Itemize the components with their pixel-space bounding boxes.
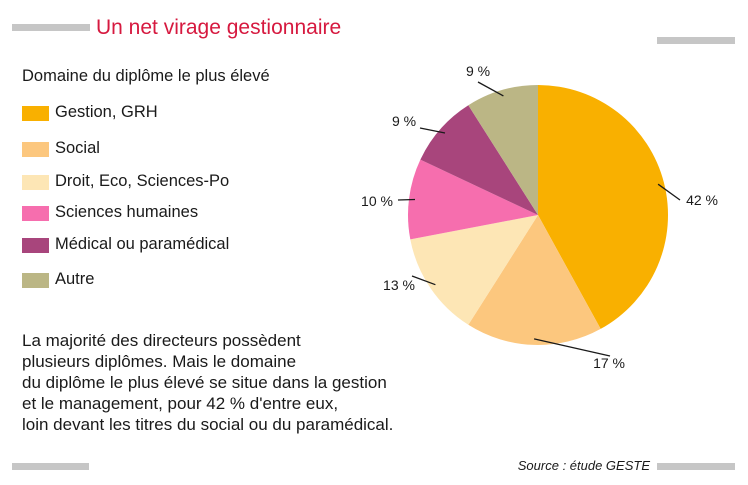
legend-label: Droit, Eco, Sciences-Po — [55, 172, 230, 190]
legend-swatch — [22, 273, 49, 288]
leader-line — [411, 275, 436, 286]
summary-paragraph: La majorité des directeurs possèdent plu… — [22, 330, 393, 435]
legend-label: Médical ou paramédical — [55, 235, 230, 253]
slice-social — [468, 215, 601, 346]
legend-title: Domaine du diplôme le plus élevé — [22, 67, 270, 85]
data-label: 17 % — [593, 355, 625, 371]
legend-label: Sciences humaines — [55, 203, 199, 221]
summary-line: du diplôme le plus élevé se situe dans l… — [22, 373, 387, 392]
legend-swatch — [22, 106, 49, 121]
slice-medical — [420, 105, 538, 215]
data-label: 10 % — [361, 193, 393, 209]
frame-rule-top-right — [657, 37, 735, 44]
legend-swatch — [22, 175, 49, 190]
data-label: 13 % — [383, 277, 415, 293]
legend-label: Gestion, GRH — [55, 103, 158, 121]
legend-swatch — [22, 206, 49, 221]
source-note: Source : étude GESTE — [517, 458, 650, 473]
slice-droit — [410, 215, 538, 325]
legend-swatch — [22, 142, 49, 157]
summary-line: La majorité des directeurs possèdent — [22, 331, 301, 350]
frame-rule-bottom-left — [12, 463, 89, 470]
leader-line — [419, 127, 446, 134]
leader-line — [657, 183, 681, 201]
leader-line — [477, 81, 504, 97]
data-label: 9 % — [466, 63, 490, 79]
data-label: 42 % — [686, 192, 718, 208]
data-label: 9 % — [392, 113, 416, 129]
legend-swatch — [22, 238, 49, 253]
legend-label: Autre — [55, 270, 95, 288]
title-rule-left — [12, 24, 90, 31]
legend-label: Social — [55, 139, 100, 157]
frame-rule-bottom-right — [657, 463, 735, 470]
chart-title: Un net virage gestionnaire — [96, 16, 342, 39]
leader-line — [397, 198, 416, 201]
slice-sciences-humaines — [407, 159, 538, 240]
summary-line: plusieurs diplômes. Mais le domaine — [22, 352, 297, 371]
summary-line: et le management, pour 42 % d'entre eux, — [22, 394, 339, 413]
slice-gestion — [538, 85, 669, 329]
summary-line: loin devant les titres du social ou du p… — [22, 415, 394, 434]
leader-line — [533, 338, 611, 357]
slice-autre — [468, 85, 538, 215]
